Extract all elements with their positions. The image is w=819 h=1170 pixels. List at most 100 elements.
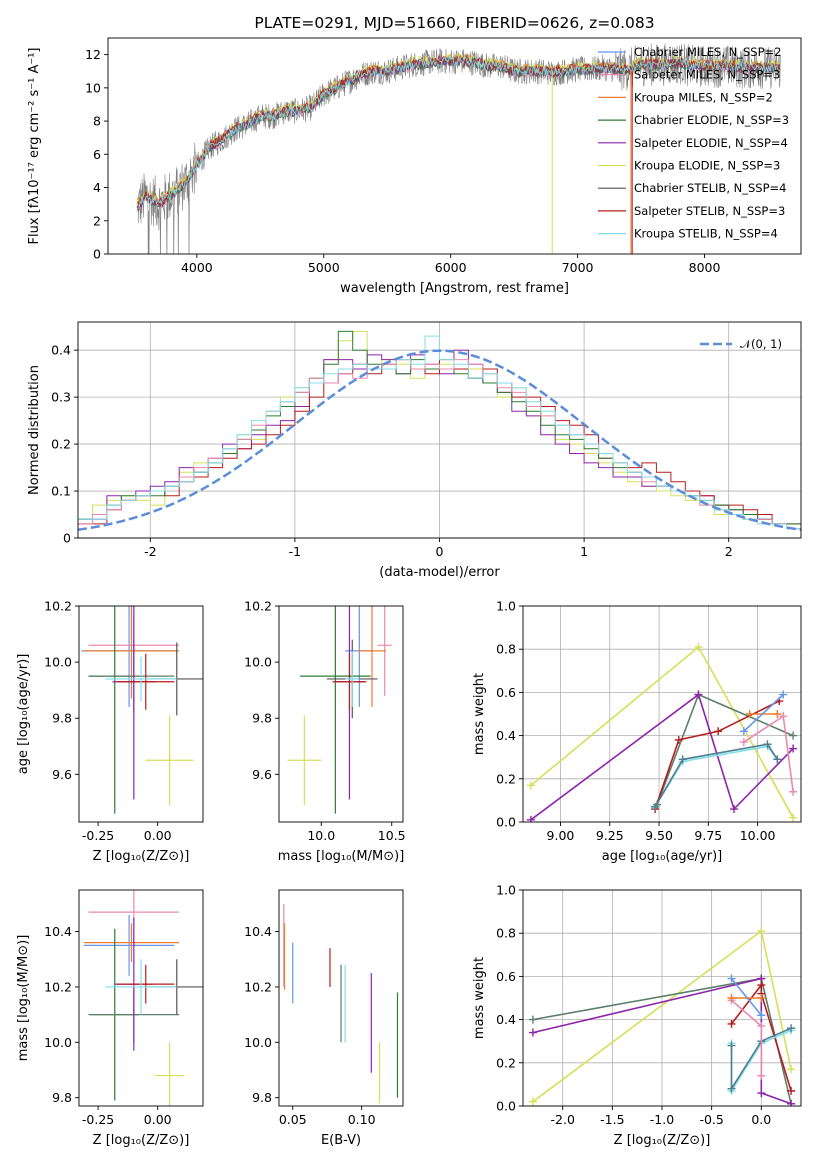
weight-marker (789, 813, 798, 822)
x-axis-label: mass [log₁₀(M/M⊙)] (278, 849, 405, 864)
plot-frame (78, 605, 204, 823)
x-tick-label: 9.00 (547, 828, 575, 843)
weight-marker (526, 781, 535, 790)
weight-line (730, 982, 792, 1092)
x-tick-label: 0.0 (751, 1112, 771, 1127)
x-tick-label: 0 (436, 544, 444, 559)
y-tick-label: 10.0 (44, 655, 72, 670)
weight-line (743, 714, 794, 792)
y-tick-label: 4 (93, 180, 101, 195)
weight-marker (727, 1019, 736, 1028)
weight-marker (757, 1071, 766, 1080)
errorbar-plot-area (81, 606, 203, 814)
weight-marker (694, 690, 703, 699)
x-tick-label: -0.25 (82, 1112, 114, 1127)
weight-marker (739, 738, 748, 747)
x-tick-label: 9.50 (645, 828, 673, 843)
histogram-plot-area (78, 330, 801, 538)
weight-marker (763, 740, 772, 749)
weight-line (654, 700, 780, 810)
plot-frame (107, 37, 802, 255)
weight-marker (757, 927, 766, 936)
weight-line (654, 743, 778, 808)
legend-entry: Chabrier ELODIE, N_SSP=3 (634, 113, 789, 127)
x-tick-label: 4000 (181, 260, 213, 275)
histogram-step (78, 335, 801, 538)
weight-plot-area (528, 927, 796, 1106)
y-tick-label: 1.0 (496, 883, 516, 898)
weight-marker (745, 710, 754, 718)
weight-marker (714, 727, 723, 736)
plot-frame (522, 889, 802, 1107)
weight-line (743, 694, 784, 732)
y-tick-label: 8 (93, 114, 101, 129)
legend-entry: Salpeter ELODIE, N_SSP=4 (634, 136, 788, 150)
weight-marker (651, 802, 660, 811)
weight-marker (787, 1099, 796, 1106)
normal-curve (78, 349, 801, 532)
legend-entry: Kroupa STELIB, N_SSP=4 (634, 227, 778, 241)
y-tick-label: 9.8 (52, 711, 72, 726)
y-axis-label: mass weight (472, 957, 487, 1039)
x-tick-label: 8000 (689, 260, 721, 275)
y-tick-label: 6 (93, 147, 101, 162)
x-tick-label: -1.0 (650, 1112, 674, 1127)
weight-marker (787, 1086, 796, 1095)
y-tick-label: 0.2 (496, 771, 516, 786)
y-tick-label: 0.4 (496, 728, 516, 743)
y-tick-label: 9.8 (52, 1090, 72, 1105)
legend-entry: Chabrier MILES, N_SSP=2 (634, 45, 781, 59)
x-axis-label: Z [log₁₀(Z/Z⊙)] (93, 849, 190, 864)
x-axis-label: (data-model)/error (379, 565, 500, 580)
weight-marker (727, 974, 736, 983)
weight-line (530, 693, 794, 821)
y-tick-label: 0.4 (51, 343, 71, 358)
errorbar-plot-area (287, 606, 392, 814)
weight-marker (674, 735, 683, 744)
x-tick-label: 9.25 (596, 828, 624, 843)
y-tick-label: 0.4 (496, 1012, 516, 1027)
weight-marker (779, 712, 788, 721)
weight-marker (757, 981, 766, 990)
weight-marker (789, 787, 798, 796)
y-tick-label: 0.8 (496, 926, 516, 941)
y-tick-label: 9.8 (252, 1090, 272, 1105)
weight-plot-area (526, 643, 798, 822)
plot-frame (77, 321, 802, 539)
model-fit-line (137, 55, 780, 210)
chart-title: PLATE=0291, MJD=51660, FIBERID=0626, z=0… (254, 14, 654, 32)
y-tick-label: 0.3 (51, 390, 71, 405)
y-tick-label: 10.2 (44, 979, 72, 994)
y-tick-label: 10.0 (244, 655, 272, 670)
x-tick-label: -2.0 (551, 1112, 575, 1127)
y-tick-label: 0.2 (496, 1055, 516, 1070)
weight-marker (789, 731, 798, 740)
y-tick-label: 0.1 (51, 484, 71, 499)
y-tick-label: 1.0 (496, 599, 516, 614)
x-tick-label: 2 (725, 544, 733, 559)
x-tick-label: -0.25 (82, 828, 114, 843)
x-tick-label: 10.5 (378, 828, 406, 843)
weight-marker (727, 994, 736, 1002)
errorbar-plot-area (283, 903, 399, 1104)
weight-marker (773, 710, 782, 718)
weight-line (730, 1027, 792, 1092)
y-axis-label: mass [log₁₀(M/M⊙)] (16, 935, 31, 1062)
y-tick-label: 9.6 (252, 767, 272, 782)
legend-entry: Kroupa MILES, N_SSP=2 (634, 90, 773, 104)
y-axis-label: age [log₁₀(age/yr)] (16, 654, 31, 775)
y-tick-label: 9.6 (52, 767, 72, 782)
x-tick-label: 0.00 (144, 1112, 172, 1127)
x-tick-label: -1 (289, 544, 301, 559)
plot-frame (278, 889, 404, 1107)
x-tick-label: -2 (144, 544, 156, 559)
legend-entry: Kroupa ELODIE, N_SSP=3 (634, 159, 780, 173)
weight-marker (678, 755, 687, 764)
weight-marker (528, 1097, 537, 1106)
weight-marker (526, 815, 535, 822)
weight-marker (773, 755, 782, 764)
x-axis-label: wavelength [Angstrom, rest frame] (340, 281, 569, 296)
x-tick-label: -1.5 (600, 1112, 624, 1127)
y-tick-label: 10.0 (244, 1035, 272, 1050)
